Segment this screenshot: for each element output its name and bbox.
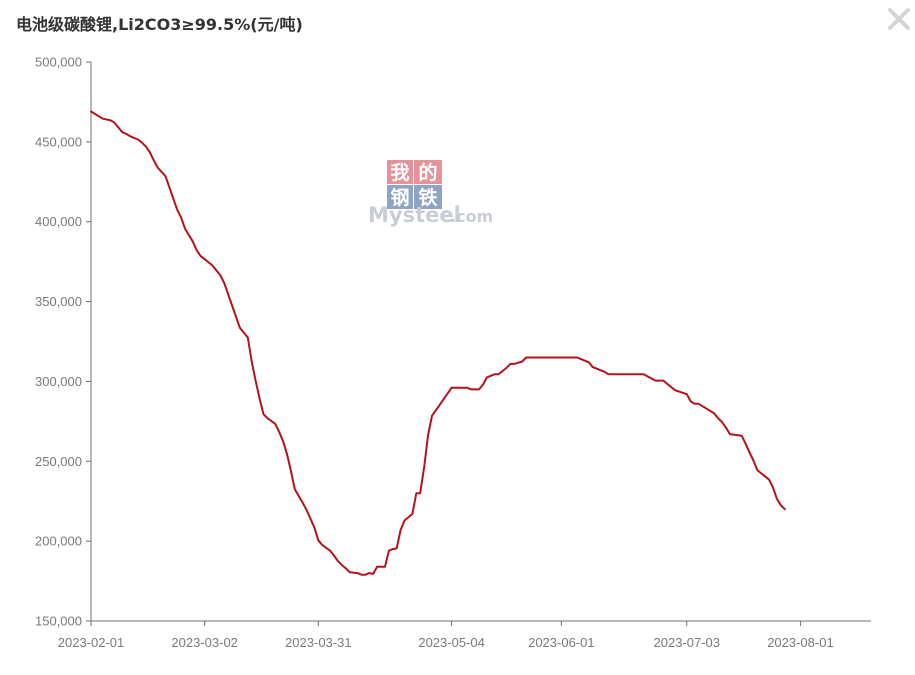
watermark-tile-2 bbox=[414, 160, 442, 184]
watermark-tile-3 bbox=[387, 185, 413, 209]
watermark-brand: Mysteel bbox=[368, 203, 461, 227]
y-tick-label: 300,000 bbox=[35, 374, 82, 389]
close-icon bbox=[888, 8, 910, 30]
x-tick-label: 2023-05-04 bbox=[418, 635, 485, 650]
tick-labels: 500,000 450,000 400,000 350,000 300,000 250,0… bbox=[35, 55, 834, 651]
close-button[interactable] bbox=[886, 6, 912, 32]
x-tick-label: 2023-06-01 bbox=[528, 635, 595, 650]
y-tick-label: 150,000 bbox=[35, 614, 82, 629]
axes bbox=[86, 61, 871, 626]
y-tick-label: 400,000 bbox=[35, 214, 82, 229]
x-tick-label: 2023-03-31 bbox=[285, 635, 352, 650]
watermark-tile-1 bbox=[387, 160, 413, 184]
chart-title: 电池级碳酸锂,Li2CO3≥99.5%(元/吨) bbox=[16, 15, 303, 34]
x-tick-label: 2023-08-01 bbox=[767, 635, 834, 650]
y-tick-label: 350,000 bbox=[35, 294, 82, 309]
watermark-tile-4 bbox=[414, 185, 442, 209]
series-line bbox=[90, 110, 786, 576]
y-tick-label: 450,000 bbox=[35, 134, 82, 149]
x-tick-label: 2023-07-03 bbox=[654, 635, 721, 650]
watermark-domain: .com bbox=[450, 207, 493, 226]
y-tick-label: 500,000 bbox=[35, 55, 82, 70]
watermark-char-3: 钢 bbox=[390, 187, 409, 209]
series-layer bbox=[90, 110, 786, 576]
watermark-char-1: 我 bbox=[390, 162, 409, 184]
watermark-char-2: 的 bbox=[418, 161, 437, 184]
y-tick-label: 250,000 bbox=[35, 454, 82, 469]
watermark-char-4: 铁 bbox=[418, 186, 437, 209]
x-tick-label: 2023-03-02 bbox=[171, 635, 238, 650]
x-tick-label: 2023-02-01 bbox=[58, 635, 125, 650]
y-tick-label: 200,000 bbox=[35, 534, 82, 549]
mysteel-watermark-logo: 我 的 钢 铁 Mysteel .com bbox=[368, 160, 493, 227]
